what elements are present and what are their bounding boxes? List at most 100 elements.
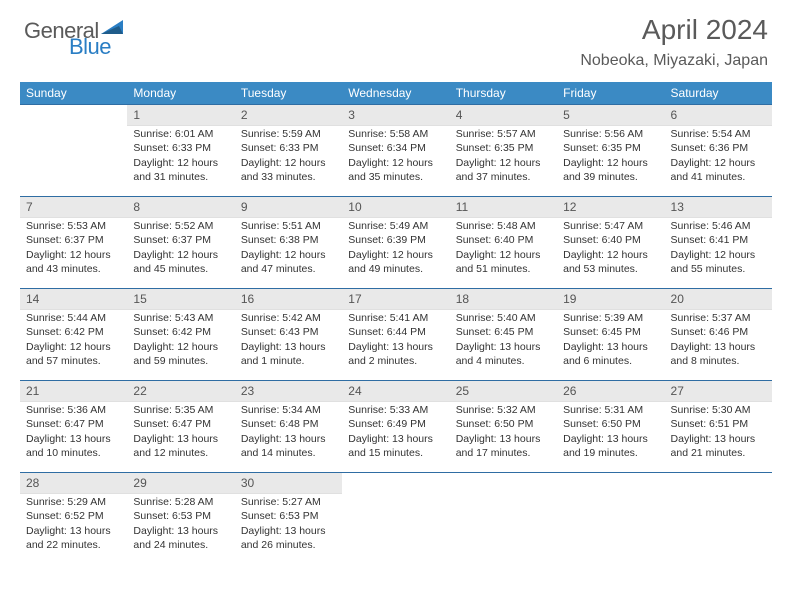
cell-line: Sunrise: 6:01 AM (133, 127, 228, 141)
cell-line: Sunset: 6:50 PM (456, 417, 551, 431)
cell-line: Daylight: 12 hours (456, 248, 551, 262)
calendar-cell: 7Sunrise: 5:53 AMSunset: 6:37 PMDaylight… (20, 196, 127, 288)
cell-line: Daylight: 12 hours (133, 340, 228, 354)
calendar-cell: 26Sunrise: 5:31 AMSunset: 6:50 PMDayligh… (557, 380, 664, 472)
cell-line: Sunset: 6:35 PM (456, 141, 551, 155)
cell-line: and 41 minutes. (671, 170, 766, 184)
day-number: 20 (665, 288, 772, 310)
cell-line: Sunrise: 5:49 AM (348, 219, 443, 233)
calendar-cell: 20Sunrise: 5:37 AMSunset: 6:46 PMDayligh… (665, 288, 772, 380)
day-number: 24 (342, 380, 449, 402)
cell-line: and 22 minutes. (26, 538, 121, 552)
cell-line: Daylight: 12 hours (133, 156, 228, 170)
day-number: 7 (20, 196, 127, 218)
cell-line: Daylight: 12 hours (26, 340, 121, 354)
cell-line: and 57 minutes. (26, 354, 121, 368)
cell-line: Sunrise: 5:35 AM (133, 403, 228, 417)
calendar-week-row: 1Sunrise: 6:01 AMSunset: 6:33 PMDaylight… (20, 104, 772, 196)
cell-line: and 10 minutes. (26, 446, 121, 460)
cell-line: Daylight: 13 hours (563, 340, 658, 354)
cell-line: and 53 minutes. (563, 262, 658, 276)
logo-text-blue: Blue (69, 34, 111, 60)
cell-line: Sunrise: 5:54 AM (671, 127, 766, 141)
cell-line: and 45 minutes. (133, 262, 228, 276)
calendar-cell: 5Sunrise: 5:56 AMSunset: 6:35 PMDaylight… (557, 104, 664, 196)
cell-line: Daylight: 12 hours (563, 248, 658, 262)
cell-line: Daylight: 13 hours (348, 340, 443, 354)
day-number: 11 (450, 196, 557, 218)
cell-line: Sunrise: 5:31 AM (563, 403, 658, 417)
calendar-cell (665, 472, 772, 564)
cell-line: Sunrise: 5:53 AM (26, 219, 121, 233)
cell-body: Sunrise: 5:41 AMSunset: 6:44 PMDaylight:… (342, 310, 449, 372)
calendar-week-row: 7Sunrise: 5:53 AMSunset: 6:37 PM Daylight… (20, 196, 772, 288)
day-number: 19 (557, 288, 664, 310)
cell-line: and 4 minutes. (456, 354, 551, 368)
cell-line: Daylight: 12 hours (671, 156, 766, 170)
cell-body: Sunrise: 5:28 AMSunset: 6:53 PMDaylight:… (127, 494, 234, 556)
cell-line: and 24 minutes. (133, 538, 228, 552)
cell-line: Sunset: 6:41 PM (671, 233, 766, 247)
cell-line: Sunset: 6:34 PM (348, 141, 443, 155)
cell-line: Sunrise: 5:27 AM (241, 495, 336, 509)
cell-line: Sunset: 6:40 PM (456, 233, 551, 247)
day-number: 16 (235, 288, 342, 310)
cell-line: Daylight: 13 hours (456, 432, 551, 446)
cell-line: Daylight: 12 hours (133, 248, 228, 262)
cell-line: and 31 minutes. (133, 170, 228, 184)
cell-body: Sunrise: 5:56 AMSunset: 6:35 PMDaylight:… (557, 126, 664, 188)
cell-line: Daylight: 13 hours (241, 432, 336, 446)
cell-line: Daylight: 13 hours (241, 340, 336, 354)
cell-line: Sunset: 6:42 PM (133, 325, 228, 339)
day-number (342, 472, 449, 493)
calendar-cell: 22Sunrise: 5:35 AMSunset: 6:47 PMDayligh… (127, 380, 234, 472)
cell-body: Sunrise: 5:43 AMSunset: 6:42 PMDaylight:… (127, 310, 234, 372)
calendar-cell: 29Sunrise: 5:28 AMSunset: 6:53 PMDayligh… (127, 472, 234, 564)
day-number: 21 (20, 380, 127, 402)
cell-body: Sunrise: 5:37 AMSunset: 6:46 PMDaylight:… (665, 310, 772, 372)
logo-line2: Gener Blue (68, 34, 111, 60)
cell-line: Sunset: 6:45 PM (563, 325, 658, 339)
cell-body: Sunrise: 5:27 AMSunset: 6:53 PMDaylight:… (235, 494, 342, 556)
day-number: 29 (127, 472, 234, 494)
cell-line: Daylight: 13 hours (348, 432, 443, 446)
calendar-cell: 17Sunrise: 5:41 AMSunset: 6:44 PMDayligh… (342, 288, 449, 380)
cell-line: and 47 minutes. (241, 262, 336, 276)
cell-body: Sunrise: 5:29 AMSunset: 6:52 PMDaylight:… (20, 494, 127, 556)
cell-body: Sunrise: 5:59 AMSunset: 6:33 PMDaylight:… (235, 126, 342, 188)
cell-line: Sunset: 6:44 PM (348, 325, 443, 339)
day-header-wednesday: Wednesday (342, 82, 449, 104)
cell-line: Sunset: 6:47 PM (26, 417, 121, 431)
day-number: 10 (342, 196, 449, 218)
cell-line: Daylight: 13 hours (671, 432, 766, 446)
cell-line: Sunset: 6:42 PM (26, 325, 121, 339)
cell-line: Sunrise: 5:41 AM (348, 311, 443, 325)
day-number: 15 (127, 288, 234, 310)
calendar-cell: 10Sunrise: 5:49 AMSunset: 6:39 PMDayligh… (342, 196, 449, 288)
calendar-cell (450, 472, 557, 564)
calendar-cell: 30Sunrise: 5:27 AMSunset: 6:53 PMDayligh… (235, 472, 342, 564)
cell-line: Sunrise: 5:43 AM (133, 311, 228, 325)
cell-line: and 17 minutes. (456, 446, 551, 460)
cell-line: Sunset: 6:35 PM (563, 141, 658, 155)
cell-line: Sunset: 6:37 PM (26, 233, 121, 247)
cell-body: Sunrise: 5:40 AMSunset: 6:45 PMDaylight:… (450, 310, 557, 372)
calendar-cell: 8Sunrise: 5:52 AMSunset: 6:37 PMDaylight… (127, 196, 234, 288)
cell-line: and 19 minutes. (563, 446, 658, 460)
cell-line: Sunrise: 5:48 AM (456, 219, 551, 233)
day-number (557, 472, 664, 493)
day-number: 26 (557, 380, 664, 402)
cell-line: Sunrise: 5:34 AM (241, 403, 336, 417)
cell-line: Daylight: 12 hours (241, 248, 336, 262)
cell-body: Sunrise: 5:36 AMSunset: 6:47 PMDaylight:… (20, 402, 127, 464)
cell-line: and 14 minutes. (241, 446, 336, 460)
cell-body: Sunrise: 5:44 AMSunset: 6:42 PMDaylight:… (20, 310, 127, 372)
cell-body: Sunrise: 5:32 AMSunset: 6:50 PMDaylight:… (450, 402, 557, 464)
cell-line: Sunrise: 5:56 AM (563, 127, 658, 141)
cell-line: and 35 minutes. (348, 170, 443, 184)
location-text: Nobeoka, Miyazaki, Japan (580, 52, 768, 70)
day-number: 23 (235, 380, 342, 402)
calendar-cell: 19Sunrise: 5:39 AMSunset: 6:45 PMDayligh… (557, 288, 664, 380)
day-number (20, 104, 127, 125)
cell-line: Daylight: 12 hours (671, 248, 766, 262)
